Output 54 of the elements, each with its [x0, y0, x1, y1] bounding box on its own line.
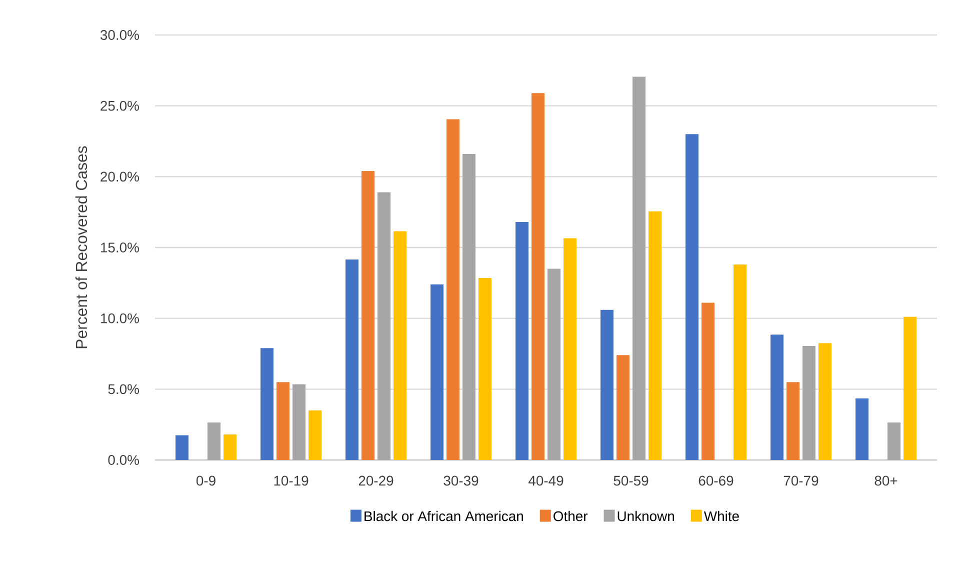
x-tick-label: 60-69 — [698, 476, 734, 486]
x-tick-label: 70-79 — [784, 476, 818, 486]
y-tick-label: 5.0% — [108, 384, 139, 394]
legend-label: Black or African American — [364, 510, 523, 522]
y-tick-label: 10.0% — [100, 313, 139, 324]
bar — [446, 119, 460, 460]
bar — [802, 346, 816, 460]
x-tick-label: 50-59 — [614, 476, 648, 486]
bar — [394, 231, 407, 460]
legend-label: Unknown — [618, 510, 674, 522]
y-tick-label: 0.0% — [108, 455, 139, 465]
y-tick-label: 30.0% — [100, 30, 139, 40]
bar — [600, 310, 614, 460]
y-tick-label: 25.0% — [100, 100, 139, 111]
bar — [818, 343, 832, 460]
bar — [462, 154, 476, 460]
bar — [532, 93, 545, 460]
bar — [616, 355, 630, 460]
legend-label: Other — [554, 510, 588, 522]
bar — [478, 278, 492, 460]
bar — [516, 222, 529, 460]
y-tick-label: 15.0% — [100, 242, 139, 252]
bar — [770, 334, 784, 460]
bar — [260, 348, 274, 460]
y-axis-title: Percent of Recovered Cases — [75, 146, 88, 348]
bar — [548, 268, 561, 460]
x-tick-label: 80+ — [874, 476, 898, 486]
bar — [702, 302, 715, 460]
bar — [362, 170, 374, 460]
bar — [564, 238, 577, 460]
bar — [430, 284, 444, 460]
legend-label: White — [704, 510, 739, 522]
x-tick-label: 0-9 — [196, 476, 216, 486]
bar — [346, 260, 358, 460]
bar — [378, 192, 391, 460]
bar — [734, 264, 747, 460]
bar — [904, 316, 917, 460]
bar — [176, 435, 188, 460]
bar — [786, 382, 800, 460]
bar — [276, 382, 290, 460]
x-tick-label: 20-29 — [358, 476, 394, 486]
y-tick-label: 20.0% — [100, 172, 139, 182]
bar — [208, 422, 220, 460]
x-tick-label: 40-49 — [528, 476, 564, 486]
bar — [224, 434, 236, 460]
bar — [856, 398, 869, 460]
x-tick-label: 30-39 — [444, 476, 478, 486]
bar — [888, 422, 901, 460]
x-tick-label: 10-19 — [274, 476, 308, 486]
bar — [308, 410, 322, 460]
bar — [632, 76, 646, 460]
bar — [292, 384, 306, 460]
bar — [648, 211, 662, 460]
bar — [686, 134, 699, 460]
